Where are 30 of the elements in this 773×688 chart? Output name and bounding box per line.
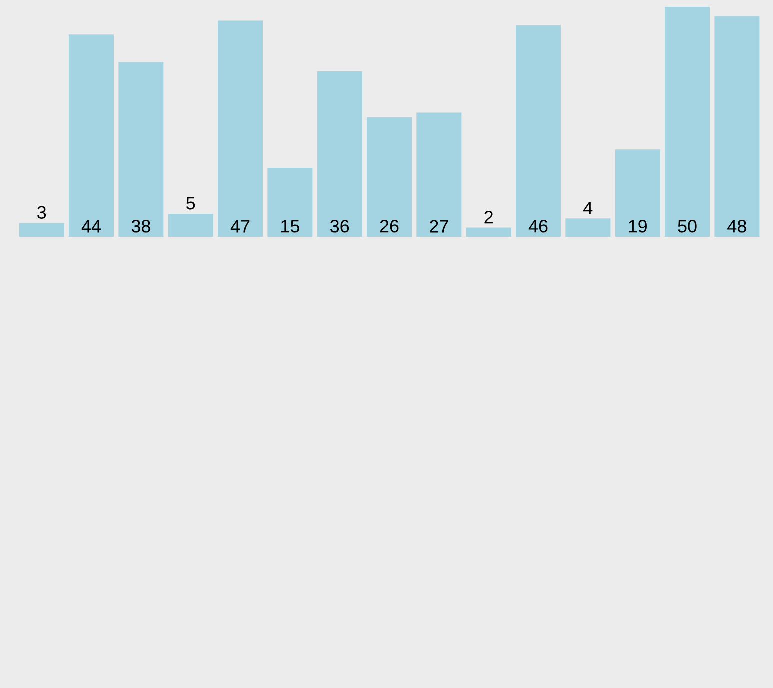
data-label: 47 — [230, 220, 250, 233]
data-label: 46 — [528, 220, 548, 233]
bar — [69, 34, 114, 237]
data-label: 5 — [186, 197, 196, 210]
bar — [118, 62, 164, 237]
data-label: 26 — [380, 220, 399, 233]
bar — [566, 218, 611, 237]
data-label: 19 — [629, 220, 647, 233]
data-label: 44 — [82, 220, 101, 233]
bar — [615, 150, 660, 237]
data-label: 36 — [330, 220, 350, 233]
data-label: 2 — [484, 211, 493, 224]
data-label: 48 — [728, 220, 746, 233]
bar — [268, 168, 313, 237]
data-label: 50 — [678, 220, 697, 233]
bar — [416, 112, 462, 237]
bar — [317, 71, 362, 237]
data-label: 3 — [38, 206, 46, 219]
data-label: 38 — [132, 220, 150, 233]
bar — [19, 223, 64, 237]
data-label: 15 — [282, 220, 300, 233]
data-label: 4 — [584, 202, 593, 214]
bar — [714, 16, 760, 237]
bar — [367, 117, 412, 237]
bar — [168, 214, 214, 237]
data-label: 27 — [430, 220, 448, 233]
bar — [516, 25, 562, 237]
bar — [665, 6, 710, 237]
bar — [466, 228, 512, 237]
bar — [218, 20, 264, 237]
